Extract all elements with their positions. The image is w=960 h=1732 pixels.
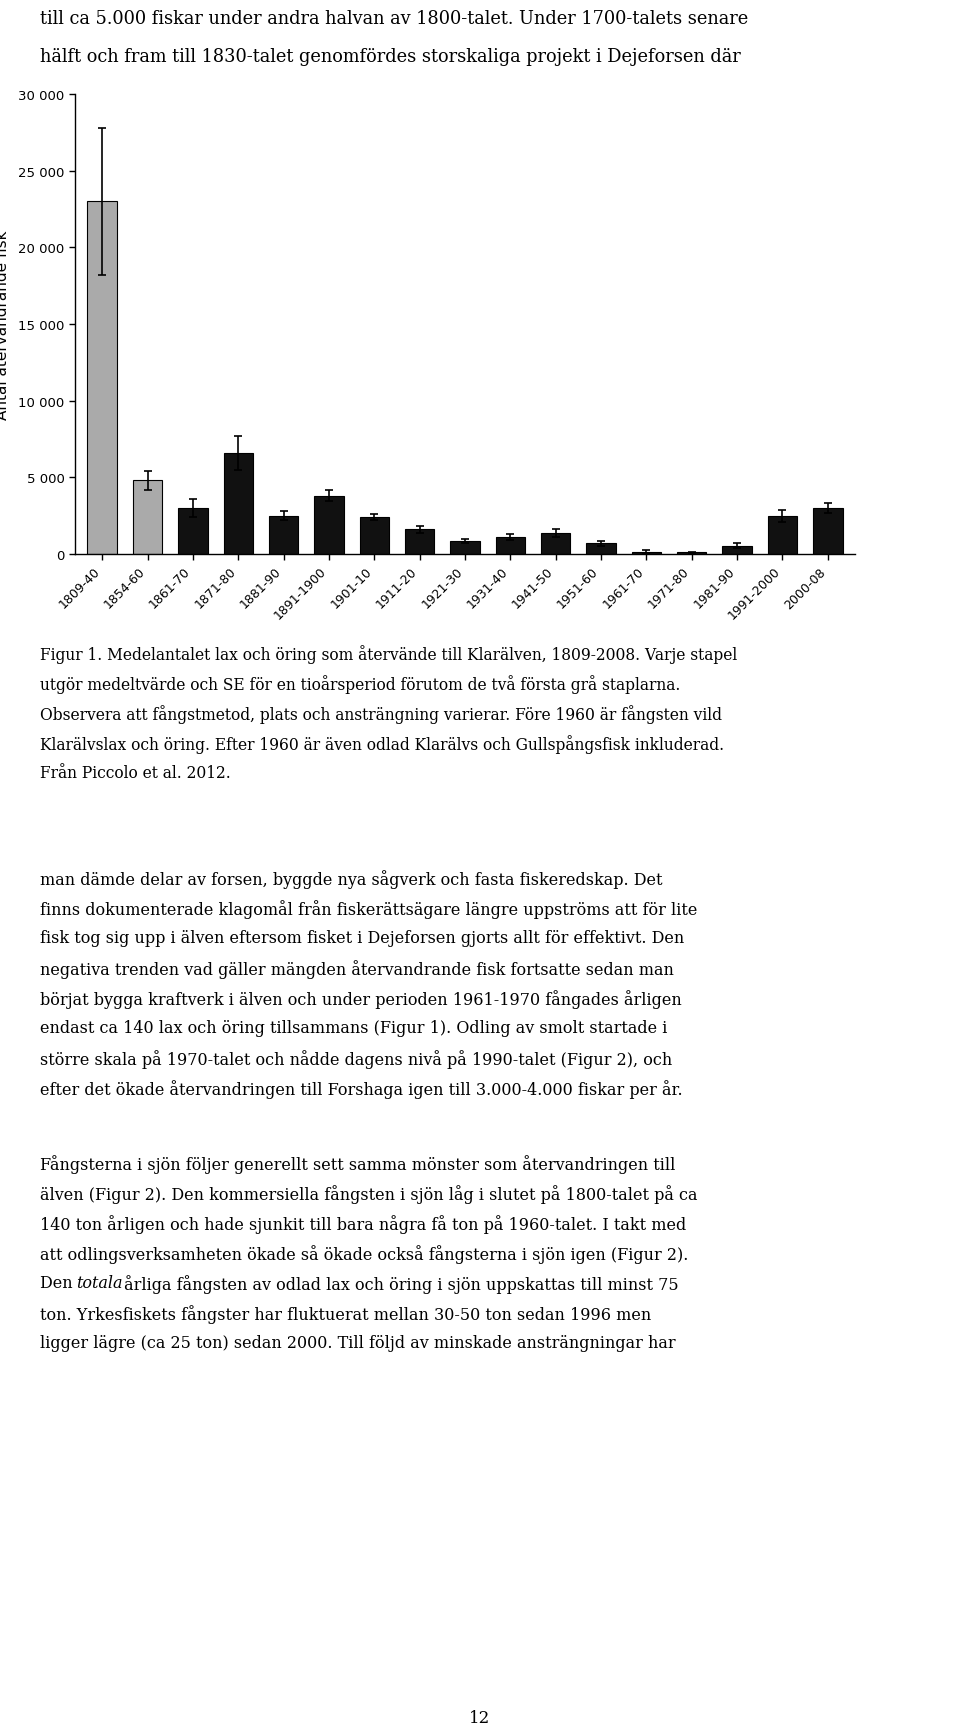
Text: hälft och fram till 1830-talet genomfördes storskaliga projekt i Dejeforsen där: hälft och fram till 1830-talet genomförd… xyxy=(40,48,741,66)
Text: endast ca 140 lax och öring tillsammans (Figur 1). Odling av smolt startade i: endast ca 140 lax och öring tillsammans … xyxy=(40,1020,667,1036)
Text: till ca 5.000 fiskar under andra halvan av 1800-talet. Under 1700-talets senare: till ca 5.000 fiskar under andra halvan … xyxy=(40,10,748,28)
Bar xyxy=(813,509,843,554)
Text: totala: totala xyxy=(76,1275,123,1292)
Text: negativa trenden vad gäller mängden återvandrande fisk fortsatte sedan man: negativa trenden vad gäller mängden åter… xyxy=(40,960,674,979)
Text: finns dokumenterade klagomål från fiskerättsägare längre uppströms att för lite: finns dokumenterade klagomål från fisker… xyxy=(40,899,697,918)
Bar xyxy=(587,544,615,554)
Bar xyxy=(132,481,162,554)
Text: Den: Den xyxy=(40,1275,78,1292)
Text: Klarälvslax och öring. Efter 1960 är även odlad Klarälvs och Gullspångsfisk inkl: Klarälvslax och öring. Efter 1960 är äve… xyxy=(40,734,724,753)
Text: årliga fångsten av odlad lax och öring i sjön uppskattas till minst 75: årliga fångsten av odlad lax och öring i… xyxy=(119,1275,679,1294)
Y-axis label: Antal återvandrande fisk: Antal återvandrande fisk xyxy=(0,230,10,419)
Text: 140 ton årligen och hade sjunkit till bara några få ton på 1960-talet. I takt me: 140 ton årligen och hade sjunkit till ba… xyxy=(40,1214,686,1233)
Text: fisk tog sig upp i älven eftersom fisket i Dejeforsen gjorts allt för effektivt.: fisk tog sig upp i älven eftersom fisket… xyxy=(40,930,684,946)
Text: efter det ökade återvandringen till Forshaga igen till 3.000-4.000 fiskar per år: efter det ökade återvandringen till Fors… xyxy=(40,1079,683,1098)
Bar xyxy=(768,516,797,554)
Text: Figur 1. Medelantalet lax och öring som återvände till Klarälven, 1809-2008. Var: Figur 1. Medelantalet lax och öring som … xyxy=(40,644,737,663)
Text: Från Piccolo et al. 2012.: Från Piccolo et al. 2012. xyxy=(40,764,230,781)
Text: 12: 12 xyxy=(469,1709,491,1727)
Bar xyxy=(179,509,207,554)
Bar xyxy=(450,542,480,554)
Bar xyxy=(224,454,253,554)
Bar xyxy=(495,539,525,554)
Text: älven (Figur 2). Den kommersiella fångsten i sjön låg i slutet på 1800-talet på : älven (Figur 2). Den kommersiella fångst… xyxy=(40,1185,698,1204)
Text: man dämde delar av forsen, byggde nya sågverk och fasta fiskeredskap. Det: man dämde delar av forsen, byggde nya så… xyxy=(40,869,662,889)
Bar xyxy=(87,203,117,554)
Text: att odlingsverksamheten ökade så ökade också fångsterna i sjön igen (Figur 2).: att odlingsverksamheten ökade så ökade o… xyxy=(40,1244,688,1263)
Bar xyxy=(632,553,661,554)
Text: ton. Yrkesfiskets fångster har fluktuerat mellan 30-50 ton sedan 1996 men: ton. Yrkesfiskets fångster har fluktuera… xyxy=(40,1304,651,1323)
Bar xyxy=(360,518,389,554)
Text: ligger lägre (ca 25 ton) sedan 2000. Till följd av minskade ansträngningar har: ligger lägre (ca 25 ton) sedan 2000. Til… xyxy=(40,1334,676,1351)
Text: Observera att fångstmetod, plats och ansträngning varierar. Före 1960 är fångste: Observera att fångstmetod, plats och ans… xyxy=(40,705,722,724)
Bar xyxy=(540,533,570,554)
Bar xyxy=(314,497,344,554)
Bar xyxy=(405,530,434,554)
Text: större skala på 1970-talet och nådde dagens nivå på 1990-talet (Figur 2), och: större skala på 1970-talet och nådde dag… xyxy=(40,1050,672,1069)
Bar xyxy=(722,546,752,554)
Text: Fångsterna i sjön följer generellt sett samma mönster som återvandringen till: Fångsterna i sjön följer generellt sett … xyxy=(40,1154,676,1173)
Bar xyxy=(269,516,299,554)
Text: börjat bygga kraftverk i älven och under perioden 1961-1970 fångades årligen: börjat bygga kraftverk i älven och under… xyxy=(40,989,682,1008)
Text: utgör medeltvärde och SE för en tioårsperiod förutom de två första grå staplarna: utgör medeltvärde och SE för en tioårspe… xyxy=(40,674,681,693)
